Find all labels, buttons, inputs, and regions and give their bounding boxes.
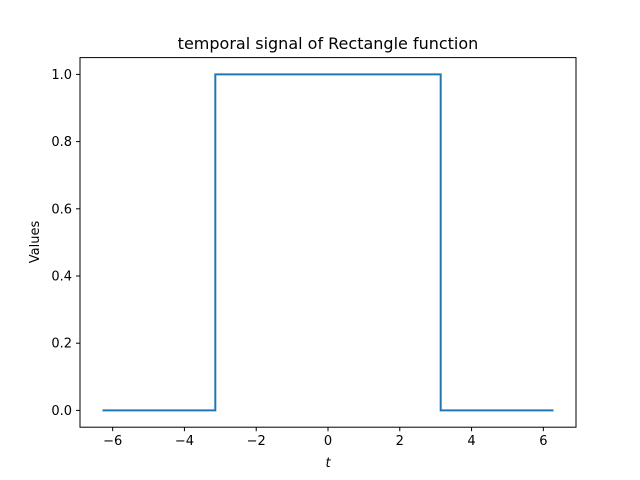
x-tick-label: 2 [396,434,404,449]
y-axis: 0.0 0.2 0.4 0.6 0.8 1.0 [51,68,80,419]
x-tick-label: 4 [467,434,475,449]
x-tick-label: −4 [175,434,194,449]
x-tick-label: 0 [324,434,332,449]
x-axis-label: t [325,456,331,471]
x-tick-label: 6 [539,434,547,449]
y-tick-label: 0.6 [51,202,72,217]
plot-area [102,73,554,412]
y-tick-label: 0.4 [51,270,72,285]
y-tick-label: 0.2 [51,337,72,352]
x-tick-label: −6 [103,434,122,449]
axes-frame [79,57,577,428]
x-axis: −6 −4 −2 0 2 4 6 [103,427,547,449]
y-axis-label: Values [28,221,43,264]
x-tick-label: −2 [247,434,266,449]
series-line-0 [102,73,554,412]
y-tick-label: 0.8 [51,135,72,150]
y-tick-label: 0.0 [51,404,72,419]
y-tick-label: 1.0 [51,68,72,83]
chart-title: temporal signal of Rectangle function [178,34,479,53]
